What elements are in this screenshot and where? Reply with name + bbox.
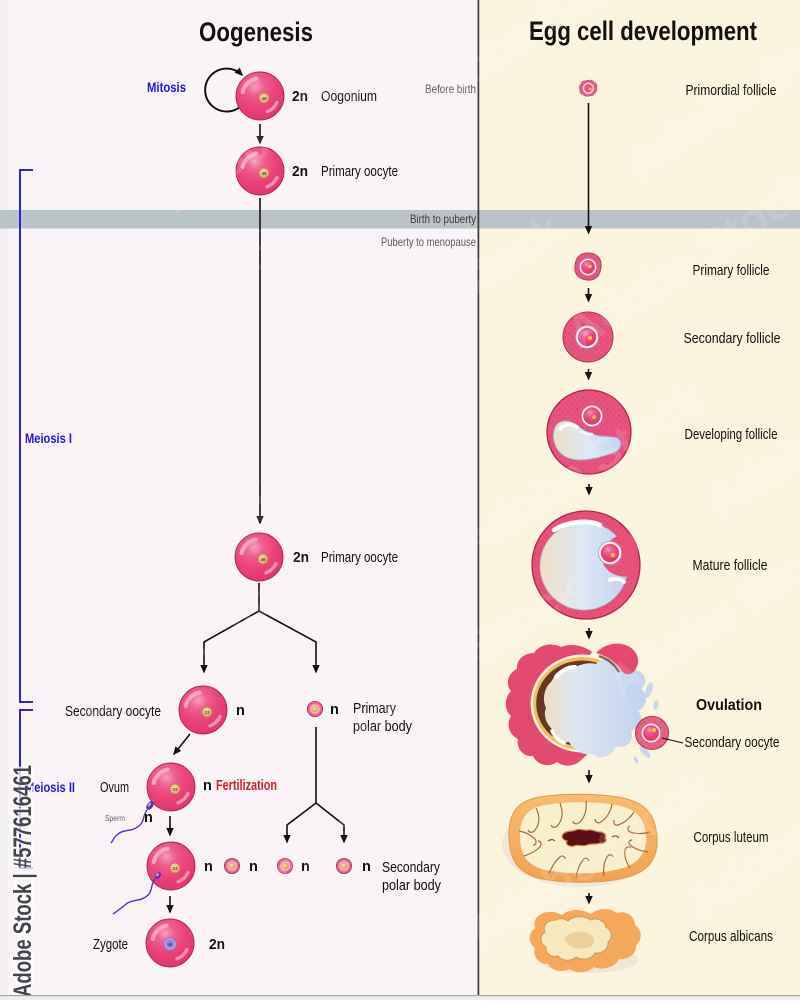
svg-text:Primary follicle: Primary follicle xyxy=(693,262,770,279)
svg-text:Zygote: Zygote xyxy=(93,937,128,953)
svg-text:23: 23 xyxy=(172,866,178,871)
svg-text:2n: 2n xyxy=(293,550,309,566)
svg-text:2n: 2n xyxy=(292,164,308,180)
svg-text:Secondary: Secondary xyxy=(382,860,441,876)
svg-text:Primary oocyte: Primary oocyte xyxy=(321,164,398,180)
svg-text:Primary: Primary xyxy=(353,701,397,717)
svg-text:2n: 2n xyxy=(292,89,308,105)
svg-text:46: 46 xyxy=(261,171,267,176)
svg-text:n: n xyxy=(330,702,339,718)
svg-text:Meiosis I: Meiosis I xyxy=(25,430,72,446)
svg-text:n: n xyxy=(203,778,212,794)
svg-text:Adobe Stock | #577616461: Adobe Stock | #577616461 xyxy=(9,765,37,997)
svg-text:Primordial follicle: Primordial follicle xyxy=(686,82,777,99)
svg-text:Secondary follicle: Secondary follicle xyxy=(684,330,781,347)
svg-text:Oogenesis: Oogenesis xyxy=(199,17,313,47)
svg-text:Fertilization: Fertilization xyxy=(216,778,277,794)
svg-text:Corpus luteum: Corpus luteum xyxy=(694,829,769,846)
svg-text:Developing follicle: Developing follicle xyxy=(685,426,778,443)
svg-text:Adobe Stock | #577616461: Adobe Stock | #577616461 xyxy=(9,765,37,997)
svg-text:n: n xyxy=(249,859,258,875)
svg-text:46: 46 xyxy=(260,557,266,562)
svg-text:46: 46 xyxy=(261,96,267,101)
svg-text:Secondary oocyte: Secondary oocyte xyxy=(685,734,780,751)
svg-text:Sperm: Sperm xyxy=(105,814,125,823)
svg-text:n: n xyxy=(144,810,153,826)
svg-text:Egg cell development: Egg cell development xyxy=(529,16,757,46)
svg-text:Puberty to menopause: Puberty to menopause xyxy=(381,235,476,249)
svg-text:Before birth: Before birth xyxy=(425,82,476,96)
svg-text:Ovulation: Ovulation xyxy=(696,697,762,714)
svg-text:Corpus albicans: Corpus albicans xyxy=(689,928,773,945)
svg-text:23: 23 xyxy=(204,710,210,715)
svg-text:n: n xyxy=(362,859,371,875)
svg-text:46: 46 xyxy=(168,942,173,947)
svg-text:Mature follicle: Mature follicle xyxy=(693,557,768,574)
svg-text:23: 23 xyxy=(172,787,178,792)
svg-text:Meiosis II: Meiosis II xyxy=(25,779,75,795)
svg-text:Secondary oocyte: Secondary oocyte xyxy=(65,704,161,720)
svg-text:2n: 2n xyxy=(209,937,225,953)
svg-text:n: n xyxy=(301,859,310,875)
svg-text:n: n xyxy=(204,859,213,875)
svg-text:Ovum: Ovum xyxy=(100,780,129,796)
svg-text:polar body: polar body xyxy=(353,719,413,735)
svg-text:Primary oocyte: Primary oocyte xyxy=(321,550,398,566)
svg-text:Mitosis: Mitosis xyxy=(147,79,186,95)
svg-text:Birth to puberty: Birth to puberty xyxy=(410,212,476,226)
svg-text:polar body: polar body xyxy=(382,878,442,894)
svg-text:Oogonium: Oogonium xyxy=(321,89,377,105)
svg-text:n: n xyxy=(236,703,245,719)
